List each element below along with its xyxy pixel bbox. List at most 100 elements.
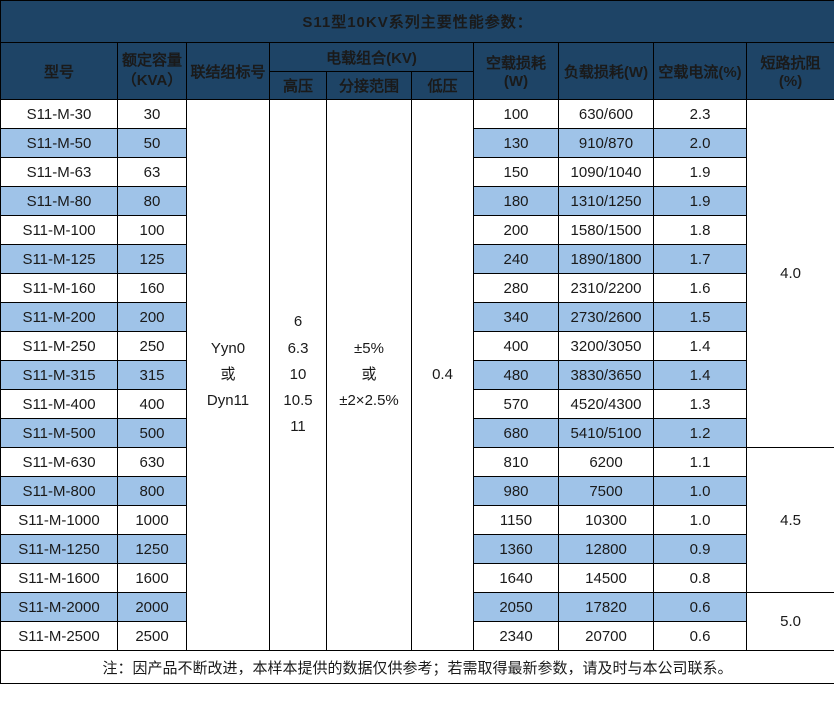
cell-no-load-loss: 180 — [473, 186, 559, 216]
table-row: S11-M-1600 1600 1640 14500 0.8 — [0, 563, 834, 593]
table-row: S11-M-500 500 680 5410/5100 1.2 — [0, 418, 834, 448]
cell-load-loss: 7500 — [558, 476, 654, 506]
cell-capacity: 160 — [117, 273, 187, 303]
cell-model: S11-M-125 — [0, 244, 118, 274]
header-row-2: 高压 分接范围 低压 — [1, 71, 834, 100]
cell-capacity: 500 — [117, 418, 187, 448]
cell-model: S11-M-63 — [0, 157, 118, 187]
transformer-spec-table: S11型10KV系列主要性能参数： 型号 额定容量 （KVA） 联结组标号 电载… — [0, 0, 834, 684]
cell-capacity: 2000 — [117, 592, 187, 622]
cell-no-load-loss: 2050 — [473, 592, 559, 622]
cell-no-load-loss: 240 — [473, 244, 559, 274]
cell-no-load-loss: 340 — [473, 302, 559, 332]
cell-no-load-loss: 1360 — [473, 534, 559, 564]
cell-load-loss: 3830/3650 — [558, 360, 654, 390]
cell-load-loss: 6200 — [558, 447, 654, 477]
table-row: S11-M-80 80 180 1310/1250 1.9 — [0, 186, 834, 216]
cell-load-loss: 10300 — [558, 505, 654, 535]
cell-no-load-loss: 2340 — [473, 621, 559, 651]
table-row: S11-M-50 50 130 910/870 2.0 — [0, 128, 834, 158]
cell-model: S11-M-1250 — [0, 534, 118, 564]
page-title: S11型10KV系列主要性能参数： — [0, 0, 834, 43]
cell-tap-range: ±5% 或 ±2×2.5% — [326, 99, 412, 651]
header-row-1: 型号 额定容量 （KVA） 联结组标号 电载组合(KV) 空载损耗(W) 负载损… — [0, 42, 834, 100]
cell-load-loss: 14500 — [558, 563, 654, 593]
cell-no-load-loss: 200 — [473, 215, 559, 245]
cell-model: S11-M-630 — [0, 447, 118, 477]
cell-no-load-current: 2.0 — [653, 128, 747, 158]
header-model: 型号 — [0, 42, 118, 100]
cell-model: S11-M-800 — [0, 476, 118, 506]
cell-impedance-group-2: 4.5 — [745, 447, 834, 593]
header-tap-range: 分接范围 — [326, 71, 412, 100]
header-lv: 低压 — [411, 71, 474, 100]
cell-capacity: 200 — [117, 302, 187, 332]
cell-model: S11-M-315 — [0, 360, 118, 390]
cell-impedance-group-3: 5.0 — [745, 592, 834, 651]
cell-load-loss: 1580/1500 — [558, 215, 654, 245]
cell-capacity: 50 — [117, 128, 187, 158]
footnote-text: 注：因产品不断改进，本样本提供的数据仅供参考；若需取得最新参数，请及时与本公司联… — [0, 650, 834, 684]
cell-no-load-loss: 400 — [473, 331, 559, 361]
cell-model: S11-M-2000 — [0, 592, 118, 622]
cell-capacity: 80 — [117, 186, 187, 216]
cell-no-load-current: 1.9 — [653, 157, 747, 187]
cell-no-load-loss: 680 — [473, 418, 559, 448]
cell-no-load-loss: 810 — [473, 447, 559, 477]
cell-no-load-current: 1.3 — [653, 389, 747, 419]
cell-load-loss: 17820 — [558, 592, 654, 622]
cell-no-load-current: 1.6 — [653, 273, 747, 303]
cell-no-load-loss: 570 — [473, 389, 559, 419]
cell-model: S11-M-200 — [0, 302, 118, 332]
cell-no-load-current: 1.7 — [653, 244, 747, 274]
cell-capacity: 30 — [117, 99, 187, 129]
header-vector-group: 联结组标号 — [186, 42, 270, 100]
cell-no-load-current: 1.5 — [653, 302, 747, 332]
cell-load-loss: 20700 — [558, 621, 654, 651]
header-no-load-loss: 空载损耗(W) — [473, 42, 559, 100]
table-row: S11-M-800 800 980 7500 1.0 — [0, 476, 834, 506]
cell-no-load-loss: 480 — [473, 360, 559, 390]
cell-model: S11-M-80 — [0, 186, 118, 216]
cell-no-load-loss: 130 — [473, 128, 559, 158]
cell-no-load-current: 0.8 — [653, 563, 747, 593]
cell-load-loss: 2730/2600 — [558, 302, 654, 332]
cell-capacity: 100 — [117, 215, 187, 245]
cell-model: S11-M-100 — [0, 215, 118, 245]
cell-load-loss: 1890/1800 — [558, 244, 654, 274]
title-row: S11型10KV系列主要性能参数： — [0, 0, 834, 43]
cell-load-loss: 12800 — [558, 534, 654, 564]
cell-no-load-current: 1.0 — [653, 505, 747, 535]
cell-no-load-current: 1.9 — [653, 186, 747, 216]
cell-load-loss: 5410/5100 — [558, 418, 654, 448]
table-row: S11-M-2000 2000 2050 17820 0.6 5.0 — [0, 592, 834, 651]
header-capacity: 额定容量 （KVA） — [117, 42, 187, 100]
table-row: S11-M-315 315 480 3830/3650 1.4 — [0, 360, 834, 390]
cell-no-load-loss: 280 — [473, 273, 559, 303]
cell-capacity: 1600 — [117, 563, 187, 593]
table-row: S11-M-30 30 Yyn0 或 Dyn11 6 6.3 10 10.5 1… — [0, 99, 834, 651]
cell-model: S11-M-1600 — [0, 563, 118, 593]
cell-no-load-current: 0.6 — [653, 592, 747, 622]
cell-load-loss: 910/870 — [558, 128, 654, 158]
cell-capacity: 400 — [117, 389, 187, 419]
cell-no-load-loss: 100 — [473, 99, 559, 129]
cell-model: S11-M-2500 — [0, 621, 118, 651]
table-row: S11-M-400 400 570 4520/4300 1.3 — [0, 389, 834, 419]
cell-no-load-loss: 1640 — [473, 563, 559, 593]
cell-capacity: 800 — [117, 476, 187, 506]
cell-capacity: 125 — [117, 244, 187, 274]
header-load-loss: 负载损耗(W) — [558, 42, 654, 100]
table-row: S11-M-2500 2500 2340 20700 0.6 — [0, 621, 834, 651]
cell-load-loss: 1310/1250 — [558, 186, 654, 216]
cell-load-loss: 630/600 — [558, 99, 654, 129]
cell-no-load-loss: 150 — [473, 157, 559, 187]
cell-load-loss: 4520/4300 — [558, 389, 654, 419]
cell-no-load-loss: 1150 — [473, 505, 559, 535]
cell-model: S11-M-50 — [0, 128, 118, 158]
cell-impedance-group-1: 4.0 — [745, 99, 834, 448]
cell-no-load-current: 0.9 — [653, 534, 747, 564]
cell-no-load-current: 1.4 — [653, 360, 747, 390]
cell-no-load-current: 1.4 — [653, 331, 747, 361]
table-row: S11-M-63 63 150 1090/1040 1.9 — [0, 157, 834, 187]
